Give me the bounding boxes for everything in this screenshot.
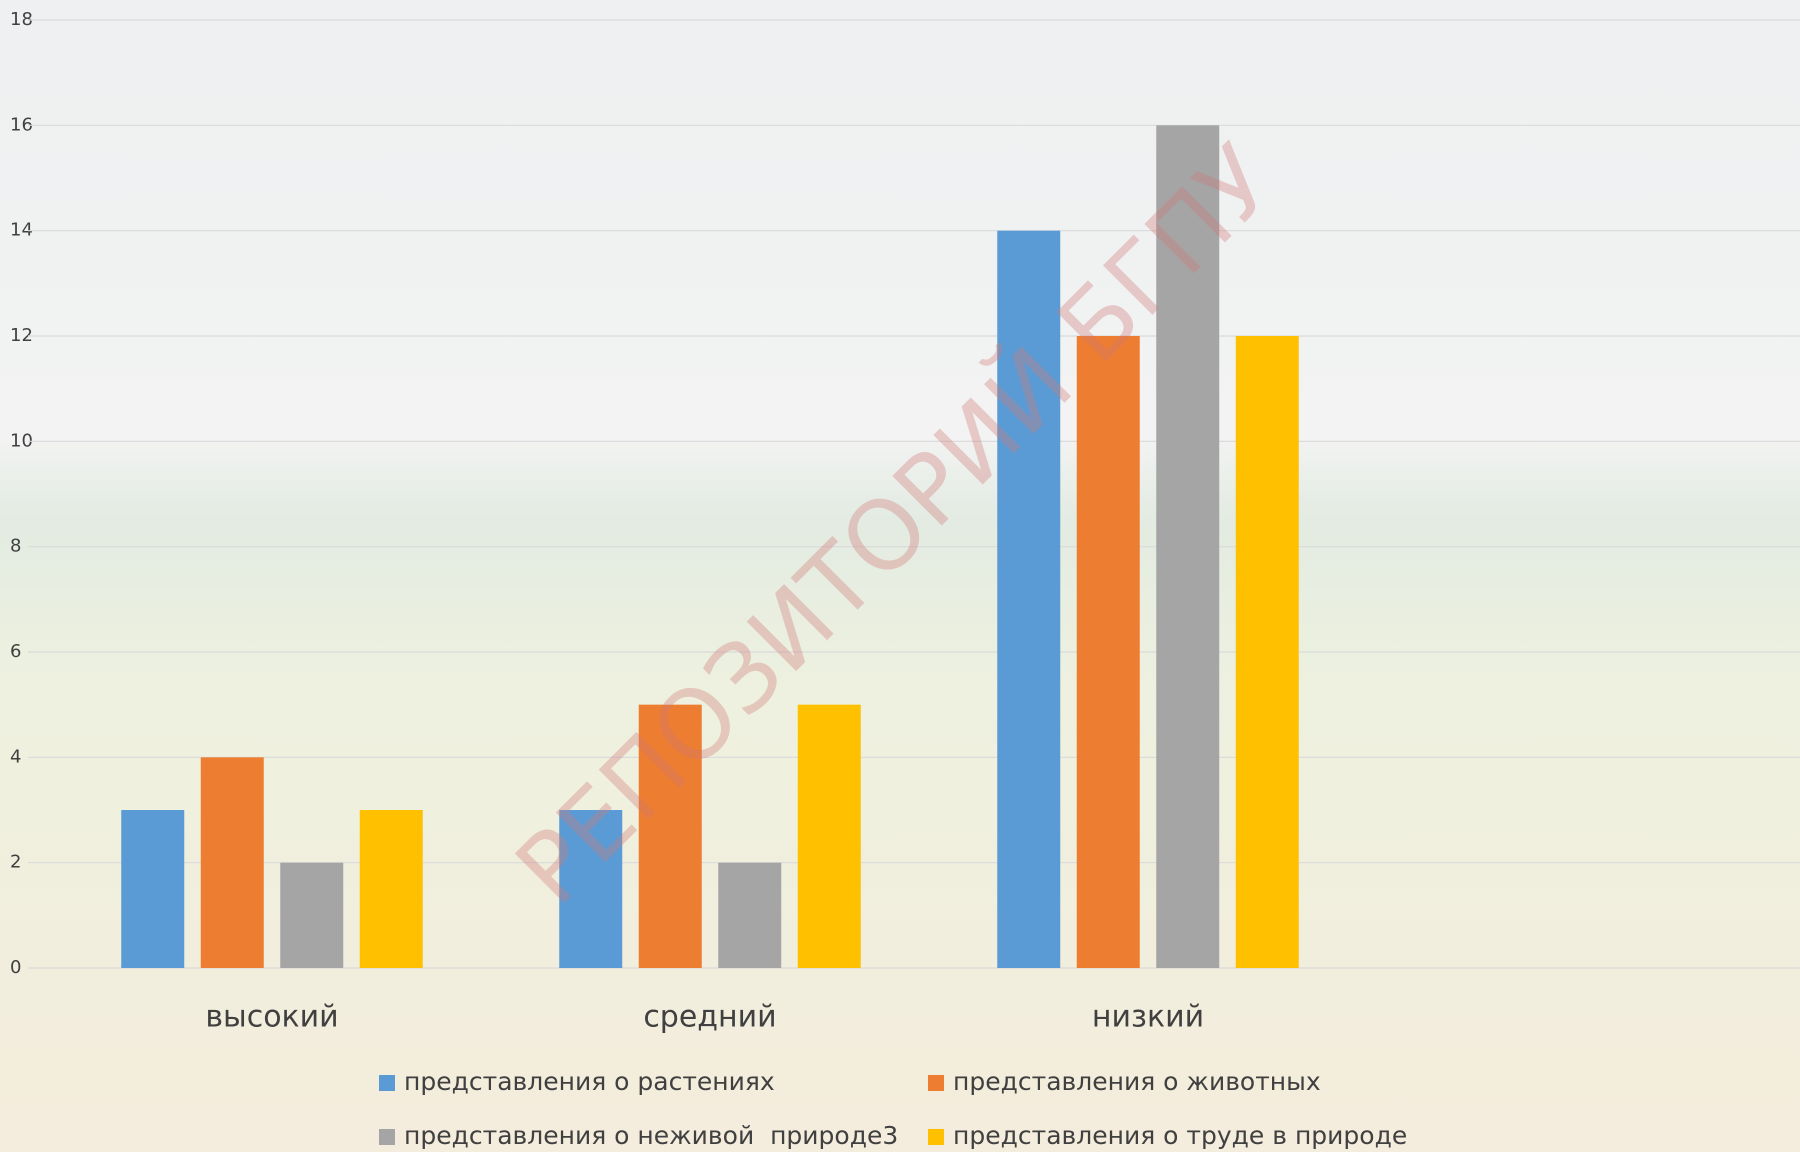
y-tick-label: 18 xyxy=(10,9,33,30)
bar xyxy=(797,704,861,968)
bar xyxy=(638,704,702,968)
bar xyxy=(718,862,782,968)
y-tick-label: 4 xyxy=(10,746,21,767)
bar xyxy=(559,810,623,968)
y-tick-label: 14 xyxy=(10,220,33,241)
y-tick-label: 2 xyxy=(10,852,21,873)
bar xyxy=(280,862,344,968)
legend-label: представления о труде в природе xyxy=(953,1121,1407,1150)
legend-label: представления о неживой природе3 xyxy=(404,1121,898,1150)
bar xyxy=(200,757,264,968)
bar xyxy=(359,810,423,968)
bar xyxy=(1076,336,1140,968)
legend-swatch xyxy=(928,1075,944,1091)
y-tick-label: 12 xyxy=(10,325,33,346)
y-tick-label: 8 xyxy=(10,536,21,557)
legend-swatch xyxy=(928,1129,944,1145)
x-tick-label: высокий xyxy=(205,1000,338,1035)
bar xyxy=(1235,336,1299,968)
legend-swatch xyxy=(379,1129,395,1145)
y-tick-label: 0 xyxy=(10,957,21,978)
x-tick-label: низкий xyxy=(1092,1000,1204,1035)
legend-label: представления о животных xyxy=(953,1067,1321,1096)
bar xyxy=(997,230,1061,968)
bar xyxy=(121,810,185,968)
x-tick-label: средний xyxy=(643,1000,776,1035)
y-tick-label: 10 xyxy=(10,430,33,451)
bar xyxy=(1156,125,1220,969)
legend-swatch xyxy=(379,1075,395,1091)
y-tick-label: 16 xyxy=(10,114,33,135)
legend-label: представления о растениях xyxy=(404,1067,775,1096)
y-tick-label: 6 xyxy=(10,641,21,662)
